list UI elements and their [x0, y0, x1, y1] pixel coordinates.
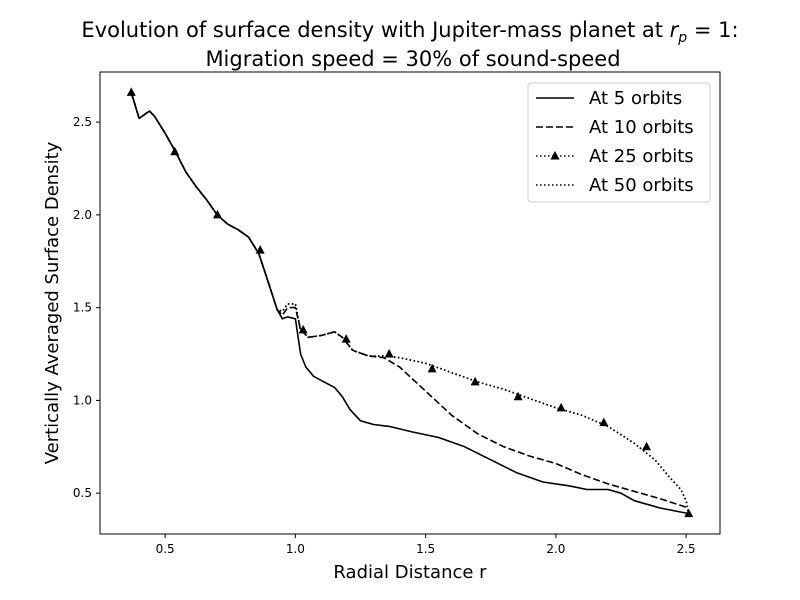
- series-marker-at-25-orbits: [599, 417, 609, 427]
- y-axis-ticks: 0.5 1.0 1.5 2.0 2.5: [73, 115, 100, 500]
- x-tick-label: 0.5: [156, 542, 175, 556]
- series-line-at-25-orbits: [130, 92, 690, 514]
- x-tick-label: 2.0: [546, 542, 565, 556]
- legend-label: At 5 orbits: [589, 88, 682, 109]
- marker-layer: [126, 87, 694, 518]
- series-marker-at-25-orbits: [341, 334, 351, 343]
- series-layer: [130, 92, 690, 515]
- y-tick-label: 1.5: [73, 301, 92, 315]
- legend-marker: [550, 151, 560, 160]
- y-tick-label: 2.0: [73, 208, 92, 222]
- series-marker-at-25-orbits: [684, 508, 694, 518]
- series-line-at-5-orbits: [130, 92, 689, 515]
- series-marker-at-25-orbits: [126, 87, 136, 96]
- x-tick-label: 2.5: [677, 542, 696, 556]
- legend: At 5 orbits At 10 orbits At 25 orbits At 50…: [527, 82, 711, 203]
- x-axis-label: Radial Distance r: [333, 562, 487, 583]
- series-marker-at-25-orbits: [298, 324, 308, 334]
- series-marker-at-25-orbits: [255, 245, 265, 254]
- chart-title-line1: Evolution of surface density with Jupite…: [81, 18, 738, 46]
- x-tick-label: 1.0: [286, 542, 305, 556]
- series-marker-at-25-orbits: [513, 391, 523, 401]
- series-marker-at-25-orbits: [384, 349, 394, 358]
- legend-box: [527, 82, 711, 203]
- y-tick-label: 1.0: [73, 393, 92, 407]
- chart-title-line2: Migration speed = 30% of sound-speed: [205, 47, 620, 71]
- x-tick-label: 1.5: [416, 542, 435, 556]
- series-marker-at-25-orbits: [427, 363, 437, 373]
- series-marker-at-25-orbits: [170, 146, 180, 156]
- plot-frame: [99, 71, 721, 535]
- legend-label: At 25 orbits: [589, 146, 694, 167]
- series-marker-at-25-orbits: [212, 209, 222, 219]
- y-axis-label: Vertically Averaged Surface Density: [42, 141, 63, 464]
- y-tick-label: 2.5: [73, 115, 92, 129]
- series-marker-at-25-orbits: [470, 376, 480, 386]
- y-tick-label: 0.5: [73, 486, 92, 500]
- x-axis-ticks: 0.5 1.0 1.5 2.0 2.5: [156, 534, 696, 556]
- series-marker-at-25-orbits: [556, 402, 566, 412]
- series-marker-at-25-orbits: [642, 441, 652, 451]
- legend-label: At 10 orbits: [589, 117, 694, 138]
- legend-label: At 50 orbits: [589, 175, 694, 196]
